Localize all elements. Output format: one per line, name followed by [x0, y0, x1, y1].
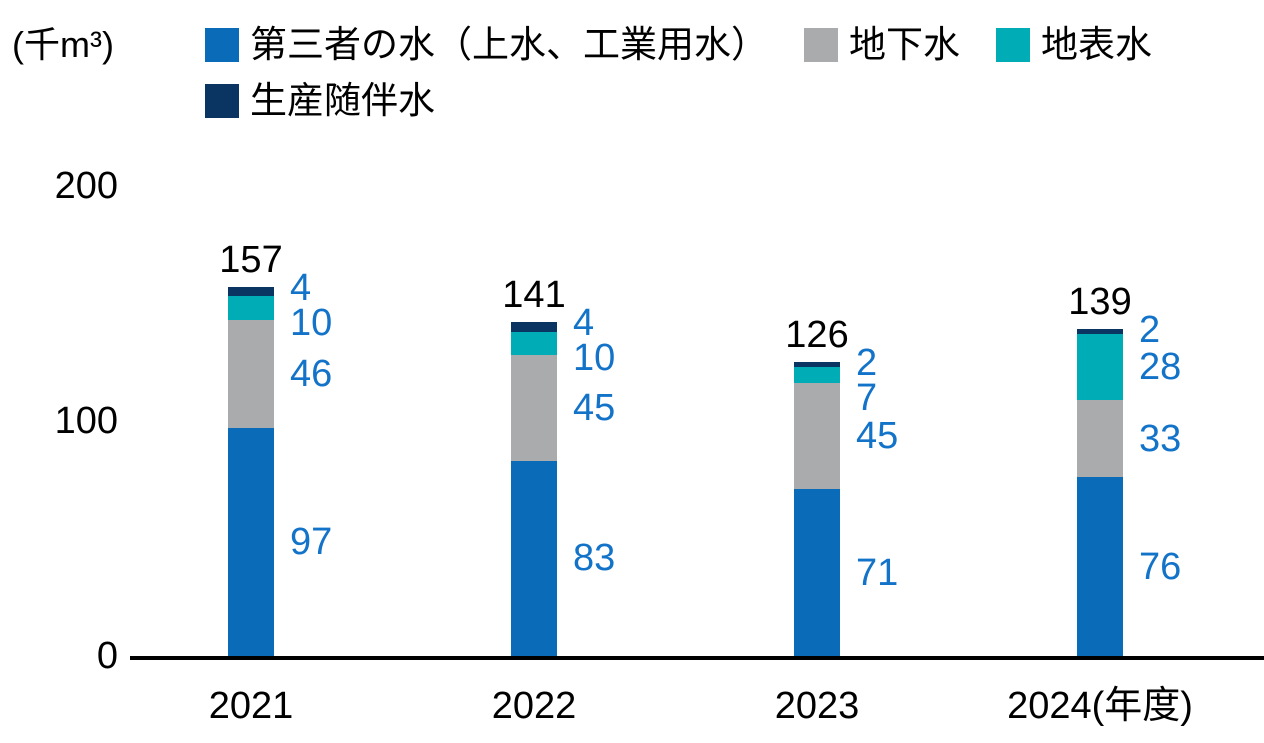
legend-item-series-1: 地下水: [804, 23, 960, 67]
segment-value-label: 2: [856, 342, 878, 385]
legend-swatch-icon: [996, 28, 1030, 62]
segment-value-label: 71: [856, 551, 899, 594]
legend-item-series-3: 生産随伴水: [205, 79, 435, 123]
segment-value-label: 7: [856, 377, 878, 420]
legend-label: 第三者の水（上水、工業用水）: [250, 24, 768, 65]
bar-segment-2023-series-1: [794, 383, 840, 490]
y-axis-tick-label: 100: [54, 400, 118, 442]
bar-total-label: 157: [219, 239, 283, 282]
legend-swatch-icon: [804, 28, 838, 62]
x-axis-label-2: 2022: [491, 685, 577, 727]
legend-row-1: 第三者の水（上水、工業用水） 地下水 地表水: [205, 17, 1188, 73]
legend: 第三者の水（上水、工業用水） 地下水 地表水 生産随伴水: [205, 17, 1188, 129]
bar-segment-2021-series-0: [228, 428, 274, 656]
bar-segment-2024(年度)-series-2: [1077, 334, 1123, 400]
legend-item-series-2: 地表水: [996, 23, 1152, 67]
legend-label: 地表水: [1041, 24, 1152, 65]
x-axis-label-3: 2023: [774, 685, 860, 727]
bar-segment-2024(年度)-series-1: [1077, 399, 1123, 478]
segment-value-label: 2: [1139, 309, 1161, 352]
segment-value-label: 4: [290, 267, 312, 310]
bar-total-label: 126: [785, 314, 849, 357]
legend-swatch-icon: [205, 84, 239, 118]
bar-segment-2022-series-1: [511, 355, 557, 461]
segment-value-label: 4: [573, 302, 595, 345]
bar-total-label: 141: [502, 274, 566, 317]
segment-value-label: 45: [573, 387, 616, 430]
legend-label: 地下水: [849, 24, 960, 65]
legend-item-series-0: 第三者の水（上水、工業用水）: [205, 23, 768, 67]
x-axis-label-1: 2021: [208, 685, 294, 727]
x-axis-line: [130, 656, 1264, 660]
segment-value-label: 76: [1139, 545, 1182, 588]
y-axis-tick-label: 200: [54, 165, 118, 207]
y-axis-unit-label: (千m³): [12, 24, 114, 65]
bar-segment-2023-series-2: [794, 366, 840, 384]
bar-segment-2021-series-3: [228, 287, 274, 297]
legend-row-2: 生産随伴水: [205, 73, 1188, 129]
bar-segment-2024(年度)-series-3: [1077, 329, 1123, 335]
bar-segment-2022-series-0: [511, 460, 557, 656]
segment-value-label: 33: [1139, 417, 1182, 460]
segment-value-label: 10: [573, 337, 616, 380]
bar-segment-2022-series-2: [511, 331, 557, 356]
legend-label: 生産随伴水: [250, 80, 435, 121]
segment-value-label: 83: [573, 537, 616, 580]
x-axis-label-4: 2024(年度): [1007, 685, 1193, 727]
segment-value-label: 28: [1139, 345, 1182, 388]
segment-value-label: 46: [290, 353, 333, 395]
bar-segment-2021-series-1: [228, 319, 274, 429]
bar-total-label: 139: [1068, 281, 1132, 324]
bar-segment-2022-series-3: [511, 322, 557, 332]
bar-segment-2024(年度)-series-0: [1077, 477, 1123, 656]
segment-value-label: 97: [290, 521, 333, 564]
bar-segment-2023-series-0: [794, 489, 840, 656]
bar-segment-2021-series-2: [228, 296, 274, 320]
bar-segment-2023-series-3: [794, 362, 840, 367]
legend-swatch-icon: [205, 28, 239, 62]
segment-value-label: 45: [856, 415, 899, 458]
segment-value-label: 10: [290, 302, 333, 345]
y-axis-tick-label: 0: [96, 635, 118, 677]
